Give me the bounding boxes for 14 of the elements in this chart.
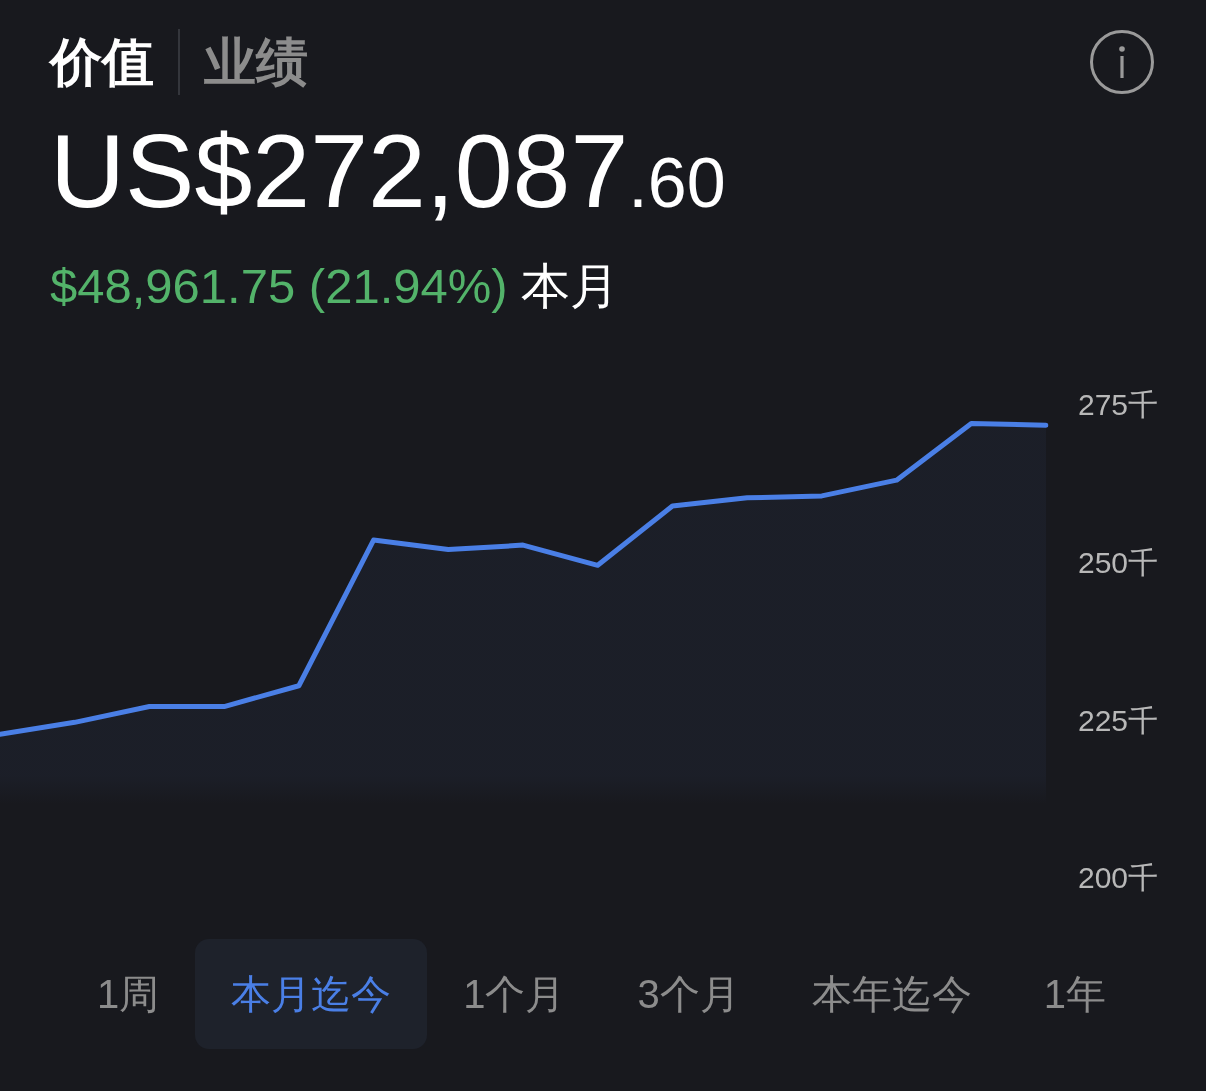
text: 3个月 <box>637 971 740 1018</box>
text: 本月迄今 <box>231 971 392 1018</box>
chart-title: US$272,087.60 <box>50 113 726 229</box>
chart-subtitle: $48,961.75 (21.94%) 本月 <box>50 259 620 313</box>
y-tick-label: 200千 <box>1078 861 1159 895</box>
text: 价值 <box>50 32 154 93</box>
y-tick-label: 250千 <box>1078 545 1159 579</box>
y-tick-label: 225千 <box>1078 703 1159 737</box>
text: 本年迄今 <box>811 971 972 1018</box>
text: 1个月 <box>463 971 566 1018</box>
text: 1年 <box>1043 971 1106 1018</box>
text: 1周 <box>97 971 160 1018</box>
text: 业绩 <box>204 32 308 93</box>
y-tick-label: 275千 <box>1078 388 1159 422</box>
